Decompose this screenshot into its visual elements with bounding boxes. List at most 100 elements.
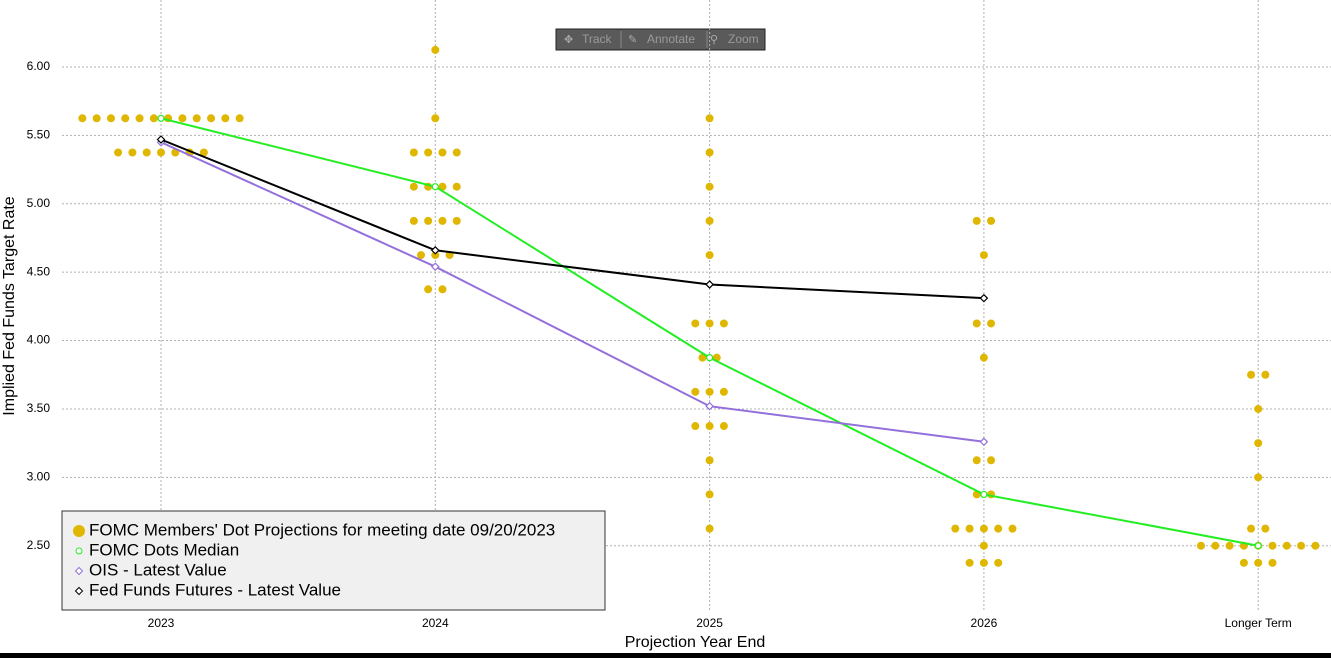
dot xyxy=(705,422,714,431)
dot xyxy=(698,353,707,362)
legend-swatch xyxy=(74,566,84,576)
dot xyxy=(1311,541,1320,550)
toolbar-icon: ⚲ xyxy=(710,34,718,46)
dot xyxy=(409,216,418,225)
legend xyxy=(61,510,606,611)
marker xyxy=(979,437,989,447)
x-tick-label: 2023 xyxy=(148,616,175,630)
dot xyxy=(691,422,700,431)
marker xyxy=(430,245,440,255)
dot xyxy=(705,148,714,157)
marker xyxy=(431,183,439,191)
line xyxy=(160,138,984,300)
dot xyxy=(438,182,447,191)
dot xyxy=(1268,541,1277,550)
dot xyxy=(78,114,87,123)
dot xyxy=(1197,541,1205,550)
dot xyxy=(157,148,165,157)
toolbar-button[interactable]: Annotate xyxy=(647,32,695,46)
y-tick-label: 3.50 xyxy=(27,401,51,415)
dot xyxy=(719,319,728,328)
dot xyxy=(409,182,418,191)
line xyxy=(160,141,985,443)
dot xyxy=(128,148,137,157)
dot xyxy=(431,45,440,54)
dot xyxy=(424,148,433,157)
marker xyxy=(157,114,165,122)
dot xyxy=(178,114,187,123)
dot xyxy=(1261,524,1270,533)
dot xyxy=(994,558,1003,567)
dot xyxy=(1239,558,1248,567)
dot xyxy=(691,387,700,396)
toolbar-icon: ✎ xyxy=(628,34,637,46)
legend-label: FOMC Dots Median xyxy=(89,540,239,559)
dot xyxy=(979,541,988,550)
toolbar-button[interactable]: Track xyxy=(582,32,613,46)
legend-swatch xyxy=(75,547,83,555)
dot xyxy=(979,353,988,362)
dot xyxy=(951,524,960,533)
y-axis-label: Implied Fed Funds Target Rate xyxy=(1,196,18,415)
dot xyxy=(207,114,216,123)
dot xyxy=(1008,524,1017,533)
y-tick-label: 3.00 xyxy=(27,470,51,484)
dot xyxy=(221,114,230,123)
dot xyxy=(719,387,728,396)
x-tick-label: Longer Term xyxy=(1225,616,1292,630)
dot xyxy=(965,524,974,533)
x-tick-label: 2025 xyxy=(696,616,723,630)
dot xyxy=(987,216,996,225)
dot xyxy=(149,114,158,123)
y-tick-label: 2.50 xyxy=(27,538,51,552)
dot xyxy=(1254,473,1263,482)
y-tick-label: 5.00 xyxy=(27,196,51,210)
dot xyxy=(979,251,988,260)
marker xyxy=(979,293,989,303)
dot xyxy=(719,422,728,431)
dot xyxy=(705,524,714,533)
legend-swatch xyxy=(73,525,85,537)
dot xyxy=(965,558,974,567)
toolbar-button[interactable]: Zoom xyxy=(728,32,759,46)
legend-label: Fed Funds Futures - Latest Value xyxy=(89,580,341,599)
dot xyxy=(705,387,714,396)
marker xyxy=(156,135,166,144)
dot xyxy=(987,456,996,465)
dot xyxy=(705,114,714,123)
dot xyxy=(424,285,433,294)
dot xyxy=(431,114,440,123)
dot xyxy=(438,285,447,294)
dot xyxy=(235,114,244,123)
dot xyxy=(452,182,461,191)
dot xyxy=(417,251,425,260)
dot xyxy=(979,558,988,567)
dot xyxy=(972,319,981,328)
x-tick-label: 2026 xyxy=(971,616,998,630)
dot xyxy=(135,114,144,123)
dot xyxy=(1282,541,1291,550)
dot xyxy=(438,216,447,225)
dot xyxy=(972,216,981,225)
dot xyxy=(705,251,714,260)
dot xyxy=(1225,541,1234,550)
x-axis-label: Projection Year End xyxy=(625,634,766,651)
dot xyxy=(1268,558,1277,567)
marker xyxy=(980,490,988,499)
dot xyxy=(1297,541,1306,550)
dot xyxy=(1247,370,1256,379)
dot xyxy=(691,319,700,328)
dot xyxy=(705,456,714,465)
marker xyxy=(430,262,440,272)
dot xyxy=(1254,439,1263,448)
dot xyxy=(1261,370,1270,379)
dot xyxy=(424,216,433,225)
dot xyxy=(114,148,123,157)
dot xyxy=(705,182,714,191)
y-tick-label: 4.00 xyxy=(27,333,51,347)
legend-swatch xyxy=(74,586,84,596)
dot xyxy=(1211,541,1220,550)
dot xyxy=(192,114,201,123)
bottom-bar xyxy=(0,653,1331,658)
dot xyxy=(705,490,714,499)
